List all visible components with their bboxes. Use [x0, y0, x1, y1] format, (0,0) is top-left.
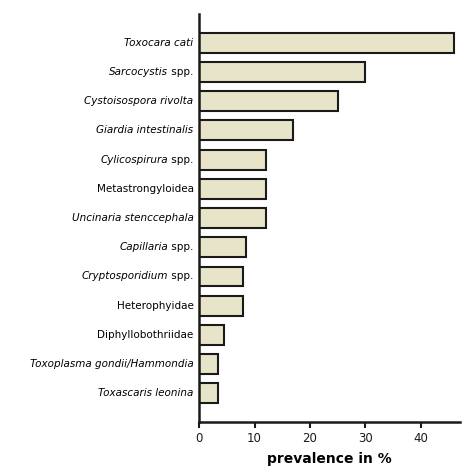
Bar — [199, 62, 365, 82]
Text: Cystoisospora rivolta: Cystoisospora rivolta — [84, 96, 193, 106]
Text: Toxoplasma gondii/Hammondia: Toxoplasma gondii/Hammondia — [30, 359, 193, 369]
Bar — [199, 120, 293, 140]
Bar — [199, 325, 224, 345]
Text: spp.: spp. — [168, 67, 193, 77]
X-axis label: prevalence in %: prevalence in % — [267, 452, 392, 466]
Text: spp.: spp. — [168, 155, 193, 164]
Text: Uncinaria stenccephala: Uncinaria stenccephala — [72, 213, 193, 223]
Bar — [199, 208, 265, 228]
Text: spp.: spp. — [168, 272, 193, 282]
Bar — [199, 179, 265, 199]
Text: Diphyllobothriidae: Diphyllobothriidae — [97, 330, 193, 340]
Text: Toxascaris leonina: Toxascaris leonina — [98, 388, 193, 398]
Bar — [199, 150, 265, 170]
Bar — [199, 383, 219, 403]
Text: spp.: spp. — [168, 242, 193, 252]
Bar — [199, 296, 244, 316]
Bar — [199, 354, 219, 374]
Text: Heterophyidae: Heterophyidae — [117, 301, 193, 311]
Bar — [199, 91, 338, 111]
Text: Metastrongyloidea: Metastrongyloidea — [97, 184, 193, 194]
Text: Giardia intestinalis: Giardia intestinalis — [96, 125, 193, 136]
Bar — [199, 33, 454, 53]
Text: Cryptosporidium: Cryptosporidium — [82, 272, 168, 282]
Text: Cylicospirura: Cylicospirura — [100, 155, 168, 164]
Text: Toxocara cati: Toxocara cati — [124, 38, 193, 48]
Text: Sarcocystis: Sarcocystis — [109, 67, 168, 77]
Bar — [199, 266, 244, 286]
Text: Capillaria: Capillaria — [119, 242, 168, 252]
Bar — [199, 237, 246, 257]
